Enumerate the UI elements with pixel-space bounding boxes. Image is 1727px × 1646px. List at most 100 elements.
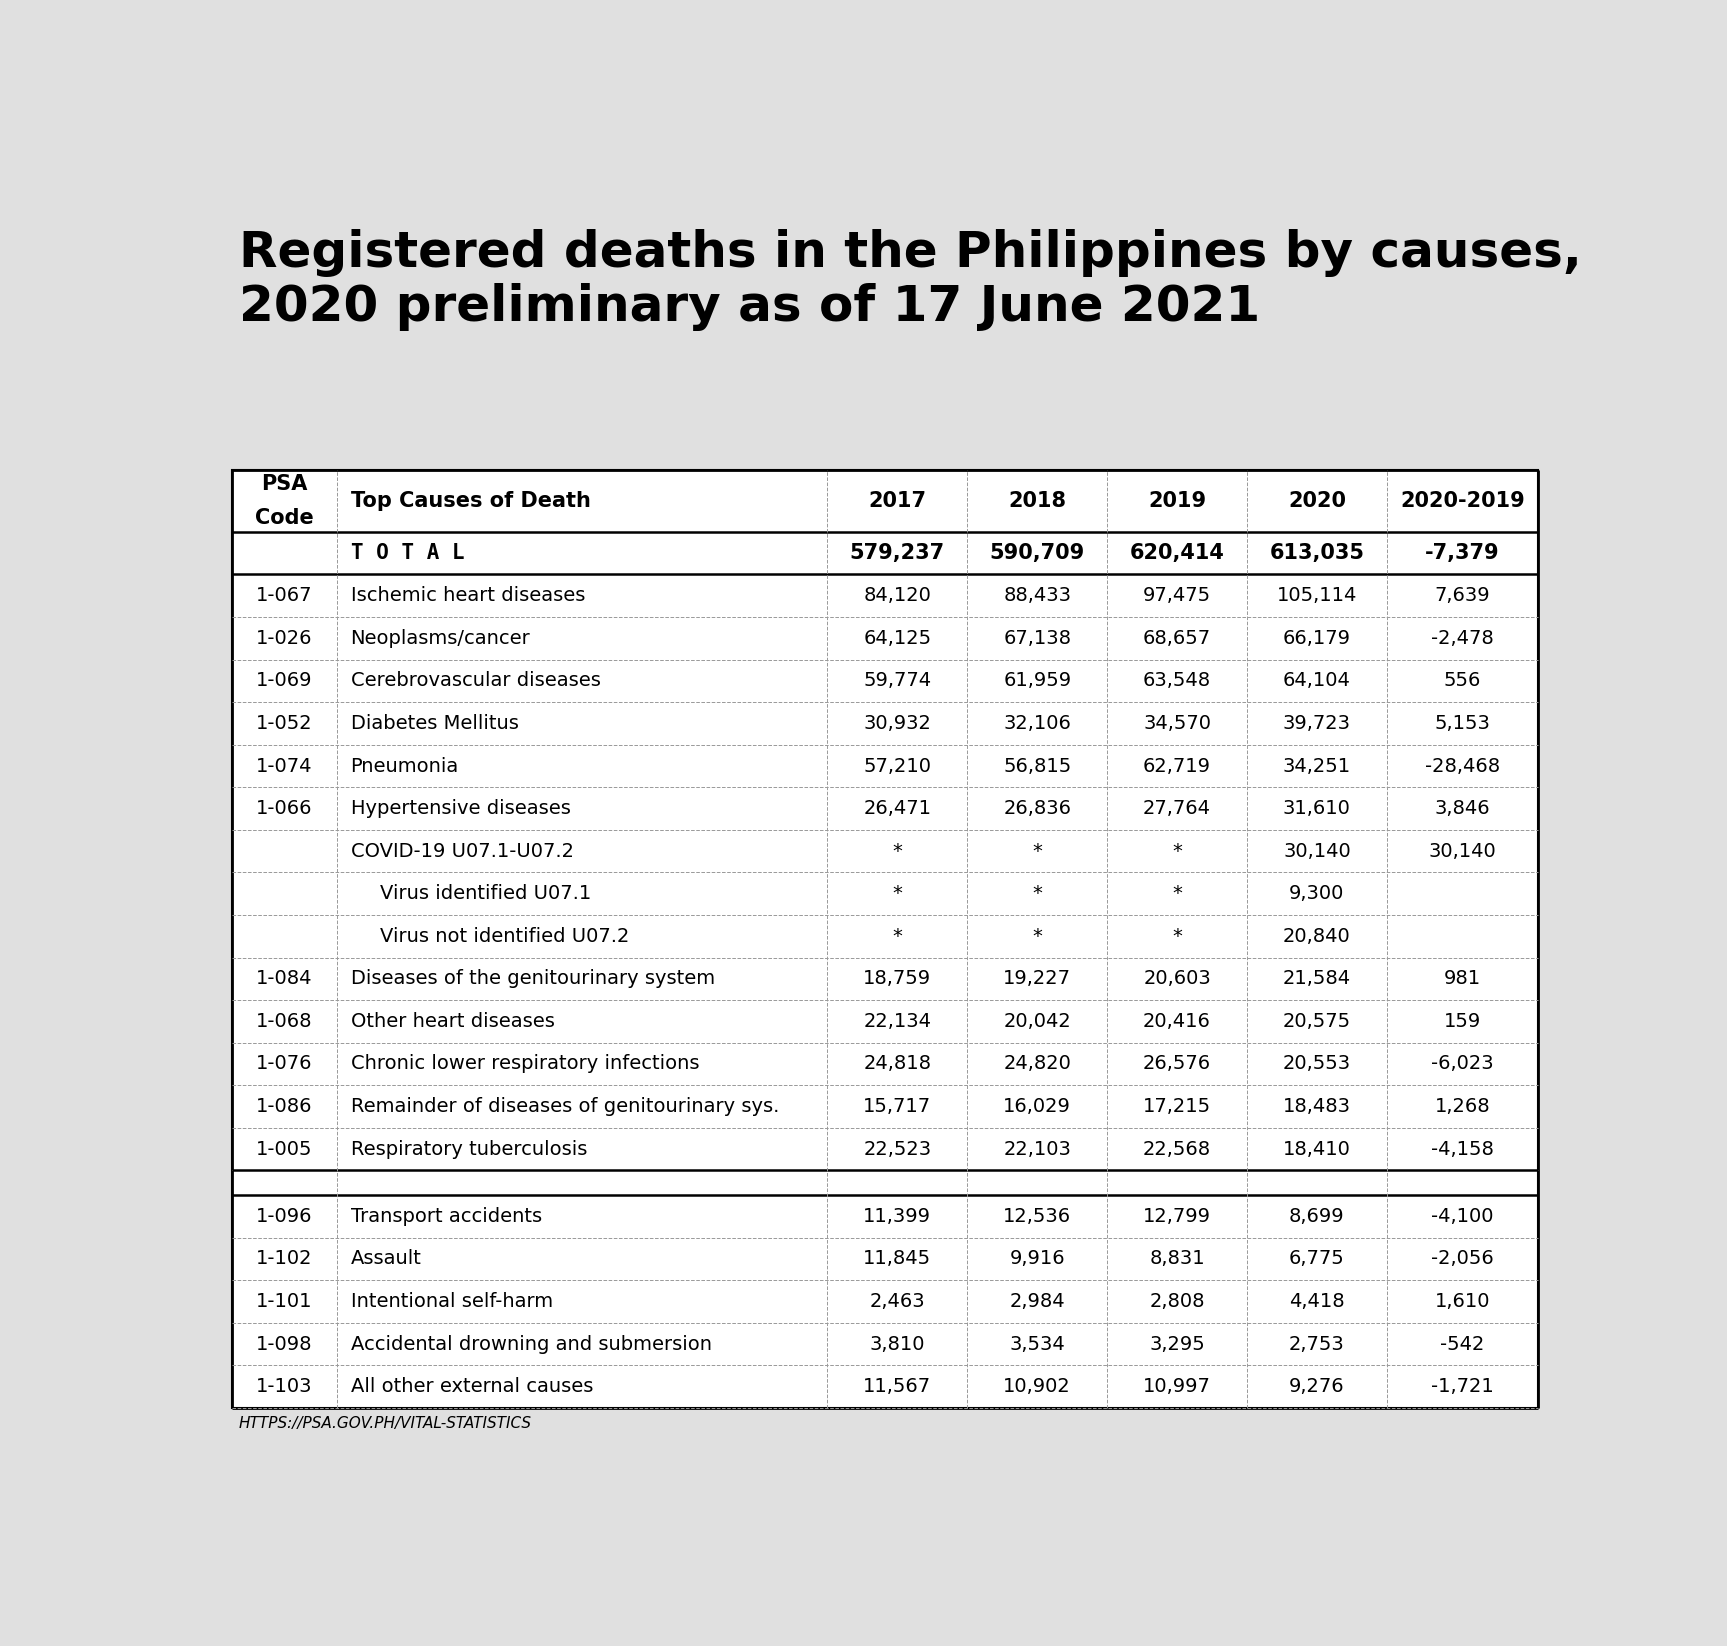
Text: 1-086: 1-086 [256,1096,313,1116]
Text: 19,227: 19,227 [1003,969,1071,988]
Text: 30,140: 30,140 [1428,841,1496,861]
Text: 27,764: 27,764 [1143,798,1211,818]
Text: 10,997: 10,997 [1143,1378,1211,1396]
Text: 1-103: 1-103 [256,1378,313,1396]
Text: 12,536: 12,536 [1003,1207,1071,1226]
Text: 4,418: 4,418 [1288,1292,1345,1310]
Text: HTTPS://PSA.GOV.PH/VITAL-STATISTICS: HTTPS://PSA.GOV.PH/VITAL-STATISTICS [238,1416,532,1430]
Text: *: * [1033,841,1041,861]
Text: 31,610: 31,610 [1283,798,1351,818]
Text: 63,548: 63,548 [1143,672,1211,690]
Text: Pneumonia: Pneumonia [351,757,459,775]
Text: -542: -542 [1440,1335,1485,1353]
Text: 57,210: 57,210 [864,757,931,775]
Text: Accidental drowning and submersion: Accidental drowning and submersion [351,1335,712,1353]
Text: -2,056: -2,056 [1432,1249,1494,1269]
Text: 3,534: 3,534 [1009,1335,1066,1353]
Text: 64,125: 64,125 [864,629,931,649]
Text: T O T A L: T O T A L [351,543,465,563]
Text: 20,603: 20,603 [1143,969,1211,988]
Text: 1-069: 1-069 [256,672,313,690]
Text: 2,753: 2,753 [1288,1335,1345,1353]
Text: 1-067: 1-067 [256,586,313,606]
Text: 68,657: 68,657 [1143,629,1211,649]
Text: 620,414: 620,414 [1129,543,1224,563]
Text: 3,810: 3,810 [870,1335,926,1353]
Text: Ischemic heart diseases: Ischemic heart diseases [351,586,585,606]
Text: Respiratory tuberculosis: Respiratory tuberculosis [351,1139,587,1159]
Text: 6,775: 6,775 [1288,1249,1345,1269]
Text: 1-102: 1-102 [256,1249,313,1269]
Text: 34,251: 34,251 [1283,757,1351,775]
Text: -1,721: -1,721 [1432,1378,1494,1396]
Text: 11,567: 11,567 [864,1378,931,1396]
Text: 9,300: 9,300 [1290,884,1345,904]
Text: 10,902: 10,902 [1003,1378,1071,1396]
Text: 32,106: 32,106 [1003,714,1071,732]
Text: 34,570: 34,570 [1143,714,1211,732]
Text: 981: 981 [1444,969,1482,988]
Text: 22,134: 22,134 [864,1012,931,1030]
Text: Diabetes Mellitus: Diabetes Mellitus [351,714,518,732]
Text: 1,268: 1,268 [1435,1096,1490,1116]
Text: 105,114: 105,114 [1276,586,1357,606]
Text: 3,846: 3,846 [1435,798,1490,818]
Text: 20,553: 20,553 [1283,1055,1351,1073]
Text: 1-068: 1-068 [256,1012,313,1030]
Text: 21,584: 21,584 [1283,969,1351,988]
Text: 26,576: 26,576 [1143,1055,1211,1073]
Bar [231,471,1539,1407]
Text: *: * [1173,841,1181,861]
Text: 5,153: 5,153 [1435,714,1490,732]
Text: 11,845: 11,845 [864,1249,931,1269]
Text: 22,103: 22,103 [1003,1139,1071,1159]
Text: Top Causes of Death: Top Causes of Death [351,491,591,510]
Text: 67,138: 67,138 [1003,629,1071,649]
Text: 1-098: 1-098 [256,1335,313,1353]
Text: 84,120: 84,120 [864,586,931,606]
Text: *: * [893,927,901,946]
Text: *: * [1173,884,1181,904]
Text: 26,836: 26,836 [1003,798,1071,818]
Text: Cerebrovascular diseases: Cerebrovascular diseases [351,672,601,690]
Text: 1-076: 1-076 [256,1055,313,1073]
Text: 2,984: 2,984 [1009,1292,1066,1310]
Text: 1-066: 1-066 [256,798,313,818]
Text: 2018: 2018 [1009,491,1066,510]
Text: 1-101: 1-101 [256,1292,313,1310]
Text: 59,774: 59,774 [864,672,931,690]
Text: 2017: 2017 [869,491,926,510]
Text: Other heart diseases: Other heart diseases [351,1012,554,1030]
Text: 9,276: 9,276 [1288,1378,1345,1396]
Text: 1-096: 1-096 [256,1207,313,1226]
Text: 97,475: 97,475 [1143,586,1211,606]
Text: 579,237: 579,237 [850,543,945,563]
Text: 2020-2019: 2020-2019 [1401,491,1525,510]
Text: 18,759: 18,759 [864,969,931,988]
Text: 18,410: 18,410 [1283,1139,1351,1159]
Text: 11,399: 11,399 [864,1207,931,1226]
Text: 18,483: 18,483 [1283,1096,1351,1116]
Text: Transport accidents: Transport accidents [351,1207,542,1226]
Text: 30,140: 30,140 [1283,841,1351,861]
Text: 64,104: 64,104 [1283,672,1351,690]
Text: 1-026: 1-026 [256,629,313,649]
Text: 613,035: 613,035 [1269,543,1364,563]
Text: 2020: 2020 [1288,491,1345,510]
Text: Chronic lower respiratory infections: Chronic lower respiratory infections [351,1055,699,1073]
Text: Virus identified U07.1: Virus identified U07.1 [380,884,591,904]
Text: 66,179: 66,179 [1283,629,1351,649]
Text: 1-084: 1-084 [256,969,313,988]
Text: 590,709: 590,709 [990,543,1085,563]
Text: 2019: 2019 [1148,491,1205,510]
Text: 24,820: 24,820 [1003,1055,1071,1073]
Text: 2,463: 2,463 [869,1292,926,1310]
Text: 2,808: 2,808 [1148,1292,1205,1310]
Text: 20,416: 20,416 [1143,1012,1211,1030]
Text: 24,818: 24,818 [864,1055,931,1073]
Text: 8,699: 8,699 [1288,1207,1345,1226]
Text: 39,723: 39,723 [1283,714,1351,732]
Text: -4,100: -4,100 [1432,1207,1494,1226]
Text: Assault: Assault [351,1249,421,1269]
Text: 556: 556 [1444,672,1482,690]
